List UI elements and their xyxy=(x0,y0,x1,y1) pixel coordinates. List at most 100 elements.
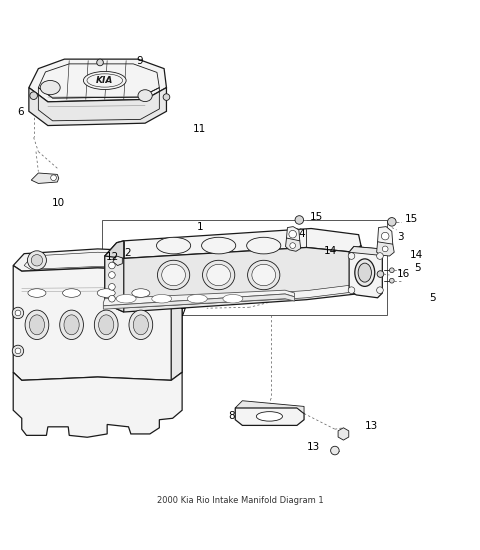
Text: 10: 10 xyxy=(52,198,65,208)
Text: 9: 9 xyxy=(136,56,143,65)
Polygon shape xyxy=(107,284,363,308)
Text: 5: 5 xyxy=(429,293,435,303)
Polygon shape xyxy=(140,252,182,270)
Polygon shape xyxy=(377,242,394,256)
Polygon shape xyxy=(103,294,295,309)
Circle shape xyxy=(289,230,297,238)
Circle shape xyxy=(295,216,303,224)
Polygon shape xyxy=(29,87,167,125)
Text: 4: 4 xyxy=(299,229,305,239)
Polygon shape xyxy=(13,249,182,271)
Text: 15: 15 xyxy=(310,212,324,222)
Ellipse shape xyxy=(157,260,190,290)
Text: 6: 6 xyxy=(17,107,24,117)
Polygon shape xyxy=(349,246,383,298)
Circle shape xyxy=(27,251,47,270)
Ellipse shape xyxy=(187,294,207,303)
Ellipse shape xyxy=(64,315,79,335)
Ellipse shape xyxy=(25,310,49,339)
Circle shape xyxy=(348,252,355,260)
Circle shape xyxy=(387,218,396,226)
Polygon shape xyxy=(105,241,124,260)
Circle shape xyxy=(15,348,21,354)
Ellipse shape xyxy=(28,289,46,298)
Text: 3: 3 xyxy=(397,232,404,242)
Text: 15: 15 xyxy=(405,214,419,224)
Text: 11: 11 xyxy=(193,124,206,134)
Ellipse shape xyxy=(156,237,191,254)
Polygon shape xyxy=(13,372,182,437)
Circle shape xyxy=(12,345,24,356)
Ellipse shape xyxy=(60,310,84,339)
Ellipse shape xyxy=(247,237,281,254)
Ellipse shape xyxy=(132,289,150,298)
Text: 5: 5 xyxy=(415,263,421,273)
Polygon shape xyxy=(354,246,363,294)
Polygon shape xyxy=(105,228,361,258)
Polygon shape xyxy=(105,256,124,312)
Polygon shape xyxy=(29,59,167,102)
Circle shape xyxy=(389,278,394,283)
Circle shape xyxy=(389,268,394,273)
Circle shape xyxy=(377,287,384,294)
Text: 14: 14 xyxy=(410,250,423,260)
Text: 7: 7 xyxy=(179,308,185,318)
Ellipse shape xyxy=(207,265,230,285)
Circle shape xyxy=(108,284,115,290)
Ellipse shape xyxy=(355,259,375,287)
Ellipse shape xyxy=(98,315,114,335)
Text: 13: 13 xyxy=(307,442,320,452)
Circle shape xyxy=(108,262,115,269)
Circle shape xyxy=(163,94,170,101)
Circle shape xyxy=(15,310,21,316)
Circle shape xyxy=(377,252,384,260)
Text: 12: 12 xyxy=(106,252,120,262)
Ellipse shape xyxy=(256,411,282,421)
Ellipse shape xyxy=(29,315,45,335)
Circle shape xyxy=(51,175,56,180)
Text: 2000 Kia Rio Intake Manifold Diagram 1: 2000 Kia Rio Intake Manifold Diagram 1 xyxy=(156,496,324,505)
Circle shape xyxy=(382,232,389,240)
Circle shape xyxy=(31,255,43,266)
Circle shape xyxy=(108,295,115,302)
Polygon shape xyxy=(349,246,383,255)
Ellipse shape xyxy=(162,265,185,285)
Polygon shape xyxy=(286,238,301,251)
Circle shape xyxy=(290,243,296,249)
Polygon shape xyxy=(103,290,295,306)
Circle shape xyxy=(108,272,115,278)
Circle shape xyxy=(377,271,384,277)
Text: 13: 13 xyxy=(365,421,379,431)
Polygon shape xyxy=(235,401,304,414)
Polygon shape xyxy=(378,227,393,246)
Text: 8: 8 xyxy=(228,411,235,421)
Circle shape xyxy=(30,92,37,100)
Polygon shape xyxy=(13,263,182,381)
Ellipse shape xyxy=(95,310,118,339)
Polygon shape xyxy=(105,246,363,312)
Ellipse shape xyxy=(97,289,115,298)
Text: 1: 1 xyxy=(196,222,203,232)
Polygon shape xyxy=(235,408,304,425)
Bar xyxy=(102,221,387,315)
Circle shape xyxy=(12,307,24,318)
Circle shape xyxy=(348,287,355,294)
Polygon shape xyxy=(171,263,182,381)
Text: 16: 16 xyxy=(397,269,410,279)
Polygon shape xyxy=(31,173,59,184)
Text: 14: 14 xyxy=(324,246,337,256)
Ellipse shape xyxy=(358,263,372,282)
Circle shape xyxy=(331,446,339,455)
Ellipse shape xyxy=(223,294,243,303)
Ellipse shape xyxy=(62,289,81,298)
Ellipse shape xyxy=(133,315,148,335)
Text: 2: 2 xyxy=(124,248,131,258)
Polygon shape xyxy=(338,428,349,440)
Ellipse shape xyxy=(152,294,172,303)
Circle shape xyxy=(383,246,388,252)
Ellipse shape xyxy=(248,260,280,290)
Ellipse shape xyxy=(138,90,152,102)
Ellipse shape xyxy=(116,294,136,303)
Circle shape xyxy=(96,59,103,66)
Text: KIA: KIA xyxy=(96,76,113,85)
